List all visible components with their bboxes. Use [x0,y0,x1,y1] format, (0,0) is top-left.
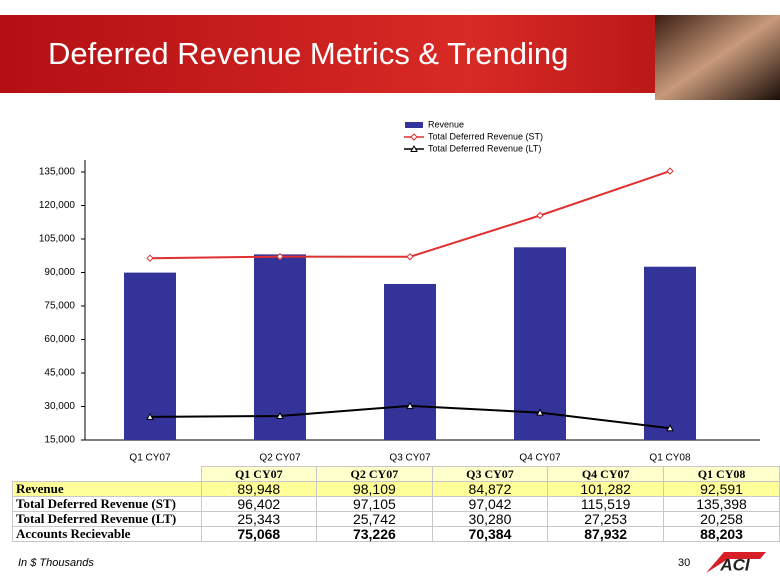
table-cell: 89,948 [200,481,318,497]
table-cell: 98,109 [316,481,433,497]
table-cell: Total Deferred Revenue (ST) [12,496,202,512]
table-cell: 97,105 [316,496,433,512]
table-cell: 96,402 [200,496,318,512]
table-cell: 101,282 [547,481,665,497]
line-marker [536,211,544,220]
line-marker [666,424,674,432]
line-marker [146,254,154,262]
y-tick-label: 90,000 [44,267,75,278]
line-marker [536,408,544,416]
table-cell: 88,203 [663,526,780,542]
legend-marker [410,133,418,141]
header-row: Q1 CY07 Q2 CY07 Q3 CY07 Q4 CY07 Q1 CY08 [13,466,780,482]
title-banner [0,15,780,93]
table-cell: Total Deferred Revenue (LT) [12,511,202,527]
bar [644,266,696,440]
y-tick-label: 75,000 [44,301,75,312]
bar [254,254,306,440]
line-marker [276,252,284,261]
line-marker [406,401,414,409]
table-cell: Accounts Recievable [12,526,202,542]
y-tick-label: 120,000 [39,200,76,211]
table-cell: 84,872 [431,481,549,497]
legend-label: Total Deferred Revenue (ST) [428,131,543,141]
header-photo [655,15,780,100]
table-cell: 73,226 [316,526,433,542]
data-table: Q1 CY07 Q2 CY07 Q3 CY07 Q4 CY07 Q1 CY08 Reven… [12,466,780,542]
logo-swoosh [706,552,766,573]
legend-marker [410,144,418,152]
line-marker [146,412,154,420]
legend-label: Total Deferred Revenue (LT) [428,143,541,153]
logo: ACI [719,555,751,574]
table-cell: 135,398 [663,496,780,512]
table-row: Accounts Recievable 75,068 73,226 70,384 87,… [12,526,780,542]
corner-cell [13,467,202,482]
y-tick-label: 45,000 [44,368,75,379]
y-tick-label: 135,000 [39,167,76,178]
x-tick-label: Q4 CY07 [519,453,561,464]
legend-swatch [405,122,423,128]
line-marker [406,253,414,261]
legend-label: Revenue [428,119,464,129]
y-tick-label: 105,000 [39,234,76,245]
x-tick-label: Q1 CY07 [129,453,171,464]
table-cell: 92,591 [663,481,780,497]
table-cell: 97,042 [431,496,549,512]
slide-title: Deferred Revenue Metrics & Trending [48,36,568,71]
table-row: Total Deferred Revenue (ST) 96,402 97,105 9… [12,496,780,512]
x-tick-label: Q1 CY08 [649,453,691,464]
table-cell: 25,343 [200,511,318,527]
table-cell: 115,519 [547,496,665,512]
line [149,170,671,260]
table-cell: 20,258 [663,511,780,527]
table-cell: Q4 CY07 [547,466,665,482]
page-number: 30 [678,557,690,569]
footnote: In $ Thousands [18,557,94,569]
table-cell: Q1 CY07 [200,466,318,482]
table-cell: 75,068 [200,526,318,542]
table-cell: 70,384 [431,526,549,542]
table-cell: 27,253 [547,511,665,527]
table-row: Total Deferred Revenue (LT) 25,343 25,742 3… [12,511,780,527]
chart: 15,000 30,000 45,000 60,000 75,000 90,000 105,… [39,119,760,464]
table-cell: 30,280 [431,511,549,527]
table-cell: 87,932 [547,526,665,542]
table-cell: 25,742 [316,511,433,527]
bar [514,247,566,440]
y-tick-label: 15,000 [44,435,75,446]
table-cell: Q2 CY07 [316,466,433,482]
y-tick-label: 30,000 [44,401,75,412]
line-marker [276,411,284,420]
table-cell: Q1 CY08 [663,466,780,482]
x-tick-label: Q3 CY07 [389,453,431,464]
bar [124,272,176,440]
bar [384,283,436,440]
x-tick-label: Q2 CY07 [259,453,301,464]
y-tick-label: 60,000 [44,334,75,345]
table-row: Revenue 89,948 98,109 84,872 101,282 92,591 [12,481,780,497]
table-cell: Revenue [12,481,202,497]
table-cell: Q3 CY07 [431,466,549,482]
line-marker [666,167,674,175]
